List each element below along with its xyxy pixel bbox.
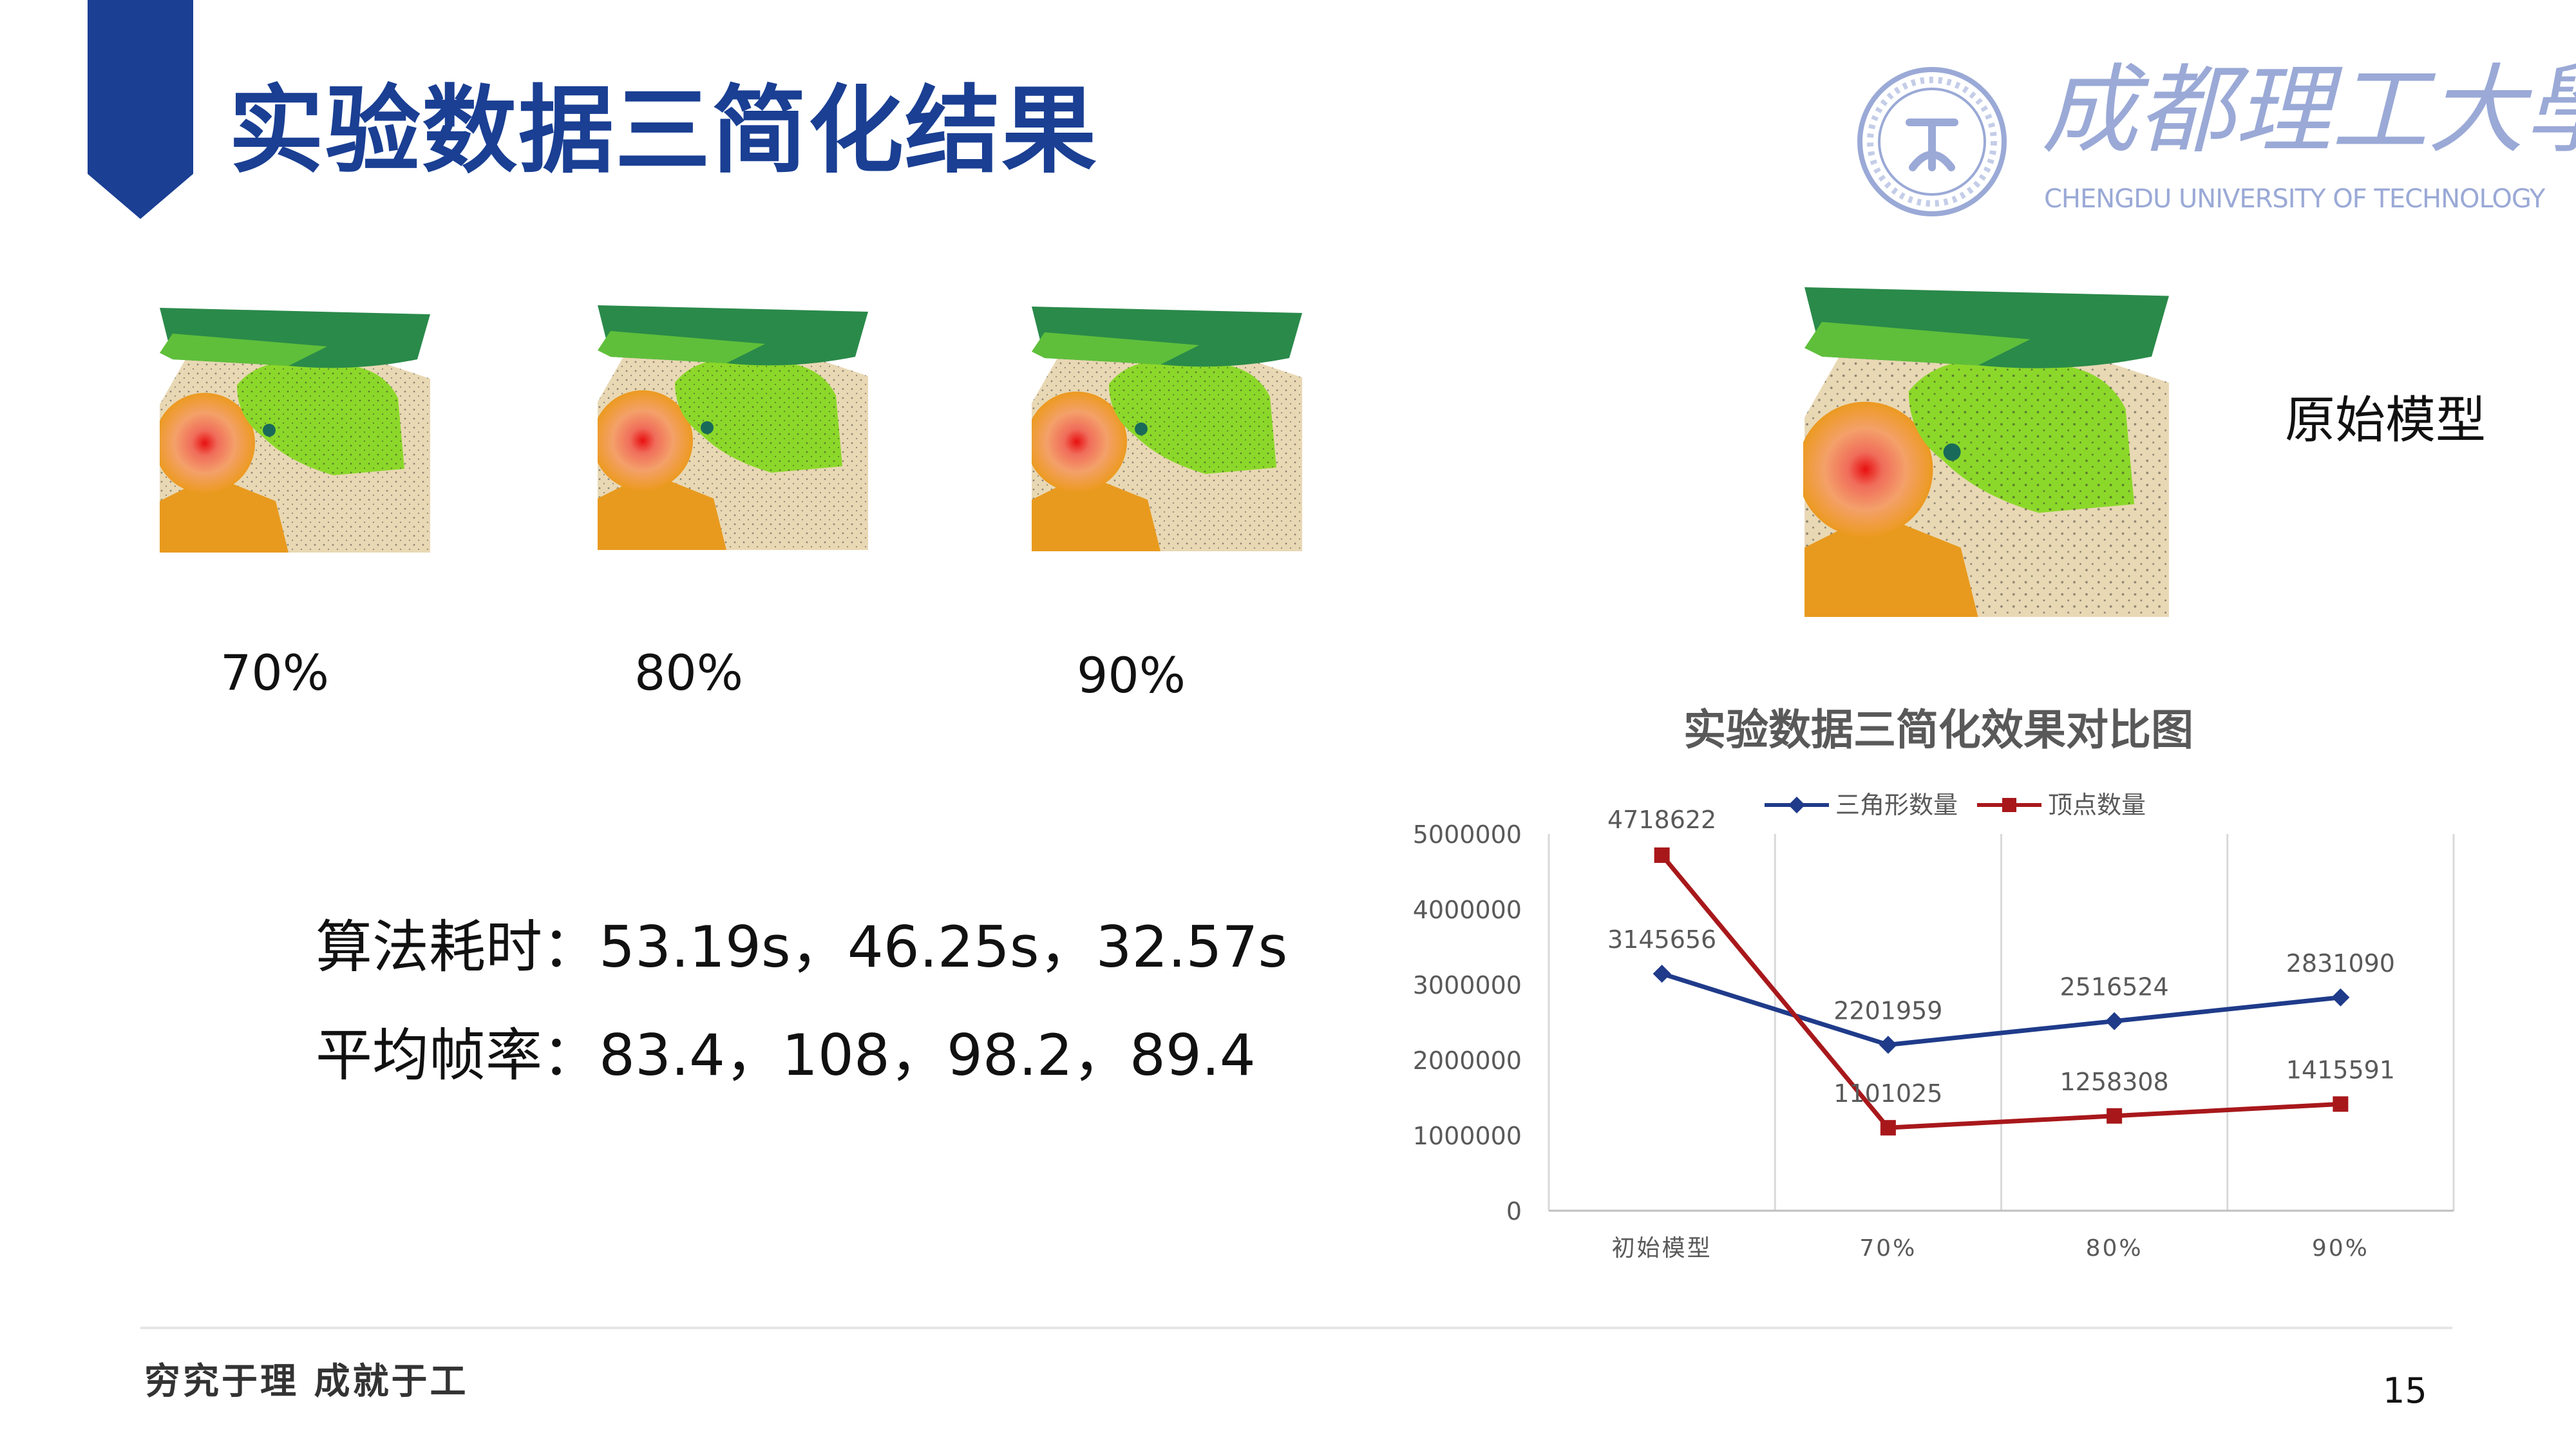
series-line-1 [1661,971,2341,1047]
series-line-2 [1660,853,2341,1130]
university-name-en: CHENGDU UNIVERSITY OF TECHNOLOGY [2044,184,2545,214]
data-label: 2201959 [1833,996,1942,1025]
x-tick-label: 80% [2086,1235,2143,1262]
thumbnail-label-80: 80% [634,644,743,701]
x-tick-label: 70% [1859,1235,1917,1262]
thumbnail-label-70: 70% [220,644,329,701]
model-thumbnail-80 [598,305,868,550]
y-tick-label: 4000000 [1413,896,1522,924]
x-tick-label: 初始模型 [1612,1235,1712,1262]
data-label: 1258308 [2060,1068,2169,1096]
page-number: 15 [2383,1370,2427,1411]
model-thumbnail-90 [1032,307,1302,551]
legend-label: 顶点数量 [2048,791,2146,819]
legend-marker [2002,798,2016,812]
data-point-vertices [2333,1096,2349,1112]
model-thumbnail-70 [160,308,430,553]
university-name-cn: 成都理工大學 [2041,55,2576,167]
average-fps-line: 平均帧率：83.4，108，98.2，89.4 [316,1022,1256,1088]
slide-title: 实验数据三简化结果 [229,75,1098,186]
y-tick-label: 2000000 [1413,1046,1522,1075]
title-banner [88,0,193,219]
data-label: 1415591 [2286,1056,2395,1084]
data-point-vertices [1880,1120,1896,1136]
x-tick-label: 90% [2312,1235,2369,1262]
y-tick-label: 0 [1506,1197,1522,1226]
y-tick-label: 5000000 [1413,820,1522,849]
legend-label: 三角形数量 [1835,791,1958,819]
chart-title: 实验数据三简化效果对比图 [1683,705,2193,755]
data-label: 2831090 [2286,949,2395,978]
data-label: 2516524 [2060,973,2169,1001]
comparison-line-chart: 0 1000000 2000000 3000000 4000000 5000000 初始模型… [1413,791,2455,1262]
data-point-vertices [2107,1108,2123,1124]
university-logo: 成都理工大學 CHENGDU UNIVERSITY OF TECHNOLOGY [1848,58,2576,225]
data-label: 3145656 [1607,925,1716,954]
footer-slogan: 穷究于理 成就于工 [144,1360,469,1403]
thumbnail-label-90: 90% [1077,647,1186,704]
university-seal-icon [1857,67,2007,216]
data-point-triangles [2331,988,2350,1007]
data-point-triangles [2105,1012,2124,1030]
data-label: 1101025 [1833,1079,1942,1108]
footer-divider [140,1327,2452,1329]
data-point-vertices [1654,847,1670,863]
data-point-triangles [1653,964,1671,983]
data-label: 4718622 [1607,806,1716,834]
y-tick-label: 3000000 [1413,971,1522,999]
data-point-triangles [1879,1036,1897,1054]
y-tick-label: 1000000 [1413,1122,1522,1150]
model-original [1803,287,2169,617]
original-model-label: 原始模型 [2285,392,2486,450]
legend-marker [1788,797,1805,813]
algorithm-time-line: 算法耗时：53.19s，46.25s，32.57s [316,914,1288,980]
